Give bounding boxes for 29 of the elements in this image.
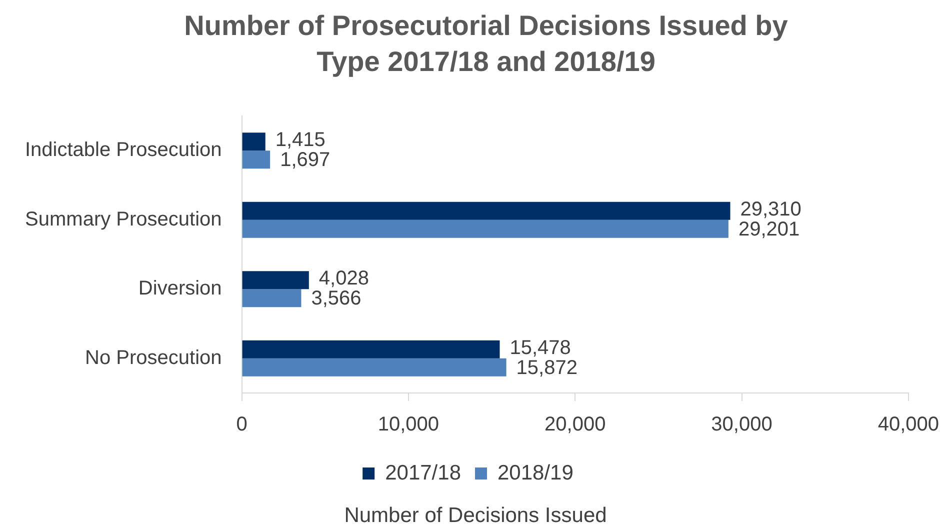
data-label: 29,201 [738, 218, 800, 240]
bar [242, 220, 728, 238]
x-tick-label: 10,000 [378, 414, 440, 436]
data-label: 1,415 [275, 129, 326, 152]
data-label: 4,028 [318, 268, 369, 290]
y-tick-label: Summary Prosecution [25, 208, 222, 230]
legend-label: 2018/19 [498, 461, 574, 484]
bar [242, 271, 309, 290]
bar [242, 340, 500, 358]
data-label: 29,310 [740, 198, 802, 220]
legend-label: 2017/18 [385, 461, 462, 484]
bar [242, 358, 506, 376]
chart-title: Number of Prosecutorial Decisions Issued by Type 2017/18 and 2018/19 [183, 9, 789, 79]
x-tick-label: 30,000 [711, 414, 772, 436]
data-label: 1,697 [280, 149, 330, 172]
data-label: 15,872 [516, 356, 578, 379]
x-tick-label: 40,000 [878, 414, 939, 436]
data-label: 3,566 [311, 288, 362, 310]
bar [242, 132, 266, 151]
bar [242, 150, 270, 169]
bar [242, 202, 730, 220]
x-tick-label: 0 [236, 414, 248, 436]
bar [242, 289, 302, 308]
data-label: 15,478 [510, 336, 571, 359]
y-tick-label: Indictable Prosecution [24, 139, 222, 162]
x-tick-label: 20,000 [544, 414, 606, 436]
x-axis-title: Number of Decisions Issued [343, 504, 608, 528]
y-tick-label: No Prosecution [85, 346, 222, 369]
y-tick-label: Diversion [138, 278, 222, 300]
